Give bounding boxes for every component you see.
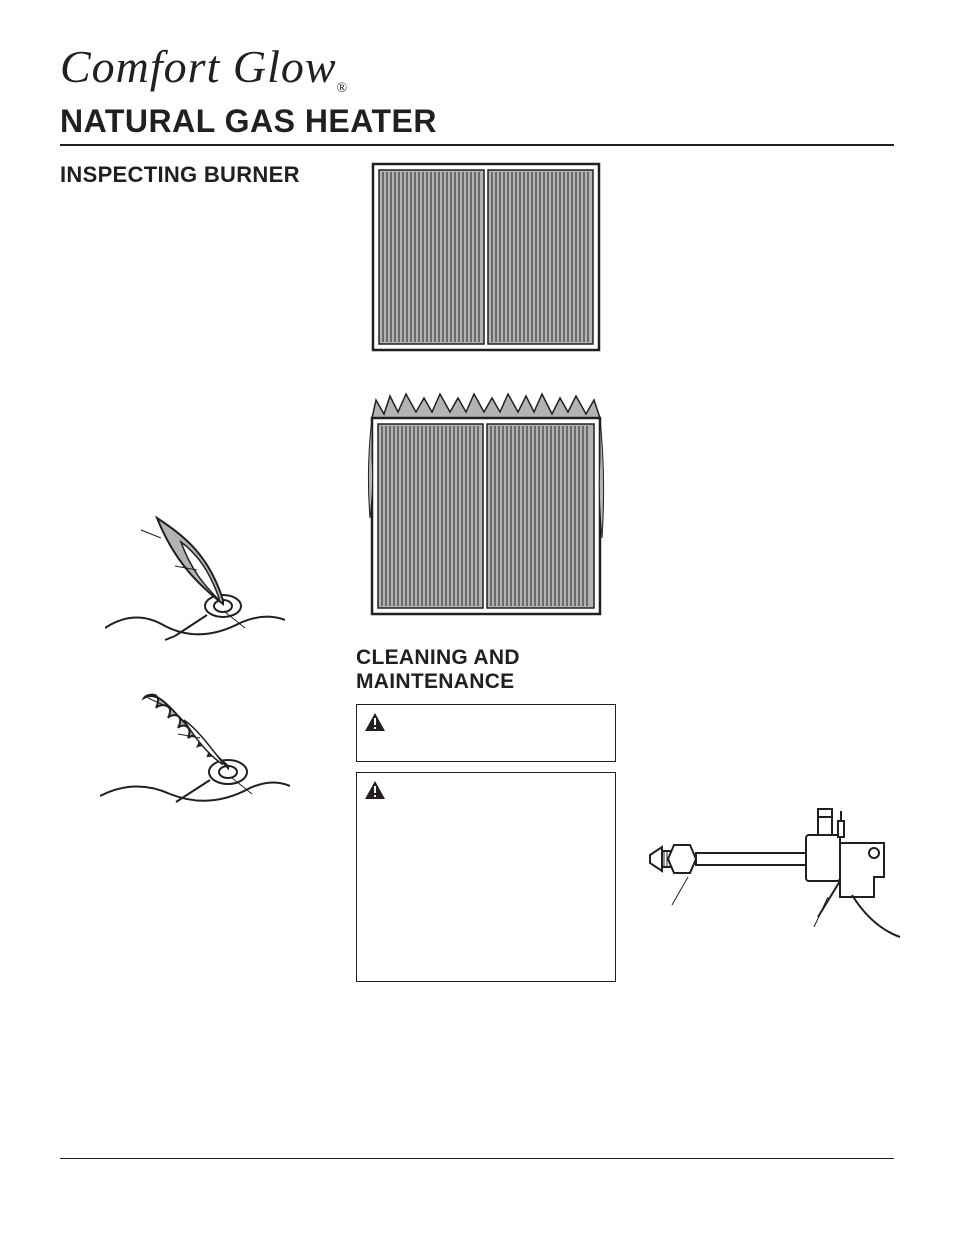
figure-pilot-flame-incorrect — [60, 668, 330, 818]
brand-name: Comfort Glow — [60, 41, 337, 92]
page-title: NATURAL GAS HEATER — [60, 103, 894, 140]
footer-rule — [60, 1158, 894, 1159]
content-columns: INSPECTING BURNER — [60, 162, 894, 992]
pilot-clean-svg — [105, 508, 285, 648]
figure-injector-assembly — [642, 777, 902, 947]
section-inspecting-burner: INSPECTING BURNER — [60, 162, 330, 188]
figure-pilot-flame-correct — [60, 508, 330, 648]
plaque-plain-svg — [371, 162, 601, 352]
warning-icon — [365, 781, 385, 799]
spacer — [356, 618, 616, 646]
registered-mark: ® — [337, 81, 349, 96]
injector-svg — [642, 777, 902, 947]
title-rule — [60, 144, 894, 146]
pilot-dirty-svg — [100, 668, 290, 818]
plaque-flames-svg — [366, 388, 606, 618]
figure-plaque-plain — [356, 162, 616, 352]
right-text-placeholder — [642, 162, 902, 777]
warning-icon — [365, 713, 385, 731]
figure-plaque-flames — [356, 388, 616, 618]
spacer — [356, 352, 616, 388]
spacer — [60, 648, 330, 668]
left-text-placeholder — [60, 198, 330, 508]
left-column: INSPECTING BURNER — [60, 162, 330, 992]
section-cleaning-maintenance: CLEANING AND MAINTENANCE — [356, 646, 616, 694]
brand-logo: Comfort Glow® — [60, 40, 894, 97]
middle-column: CLEANING AND MAINTENANCE — [356, 162, 616, 992]
right-column — [642, 162, 902, 992]
caution-box-tall — [356, 772, 616, 982]
warning-box-short — [356, 704, 616, 762]
manual-page: Comfort Glow® NATURAL GAS HEATER INSPECT… — [0, 0, 954, 1235]
